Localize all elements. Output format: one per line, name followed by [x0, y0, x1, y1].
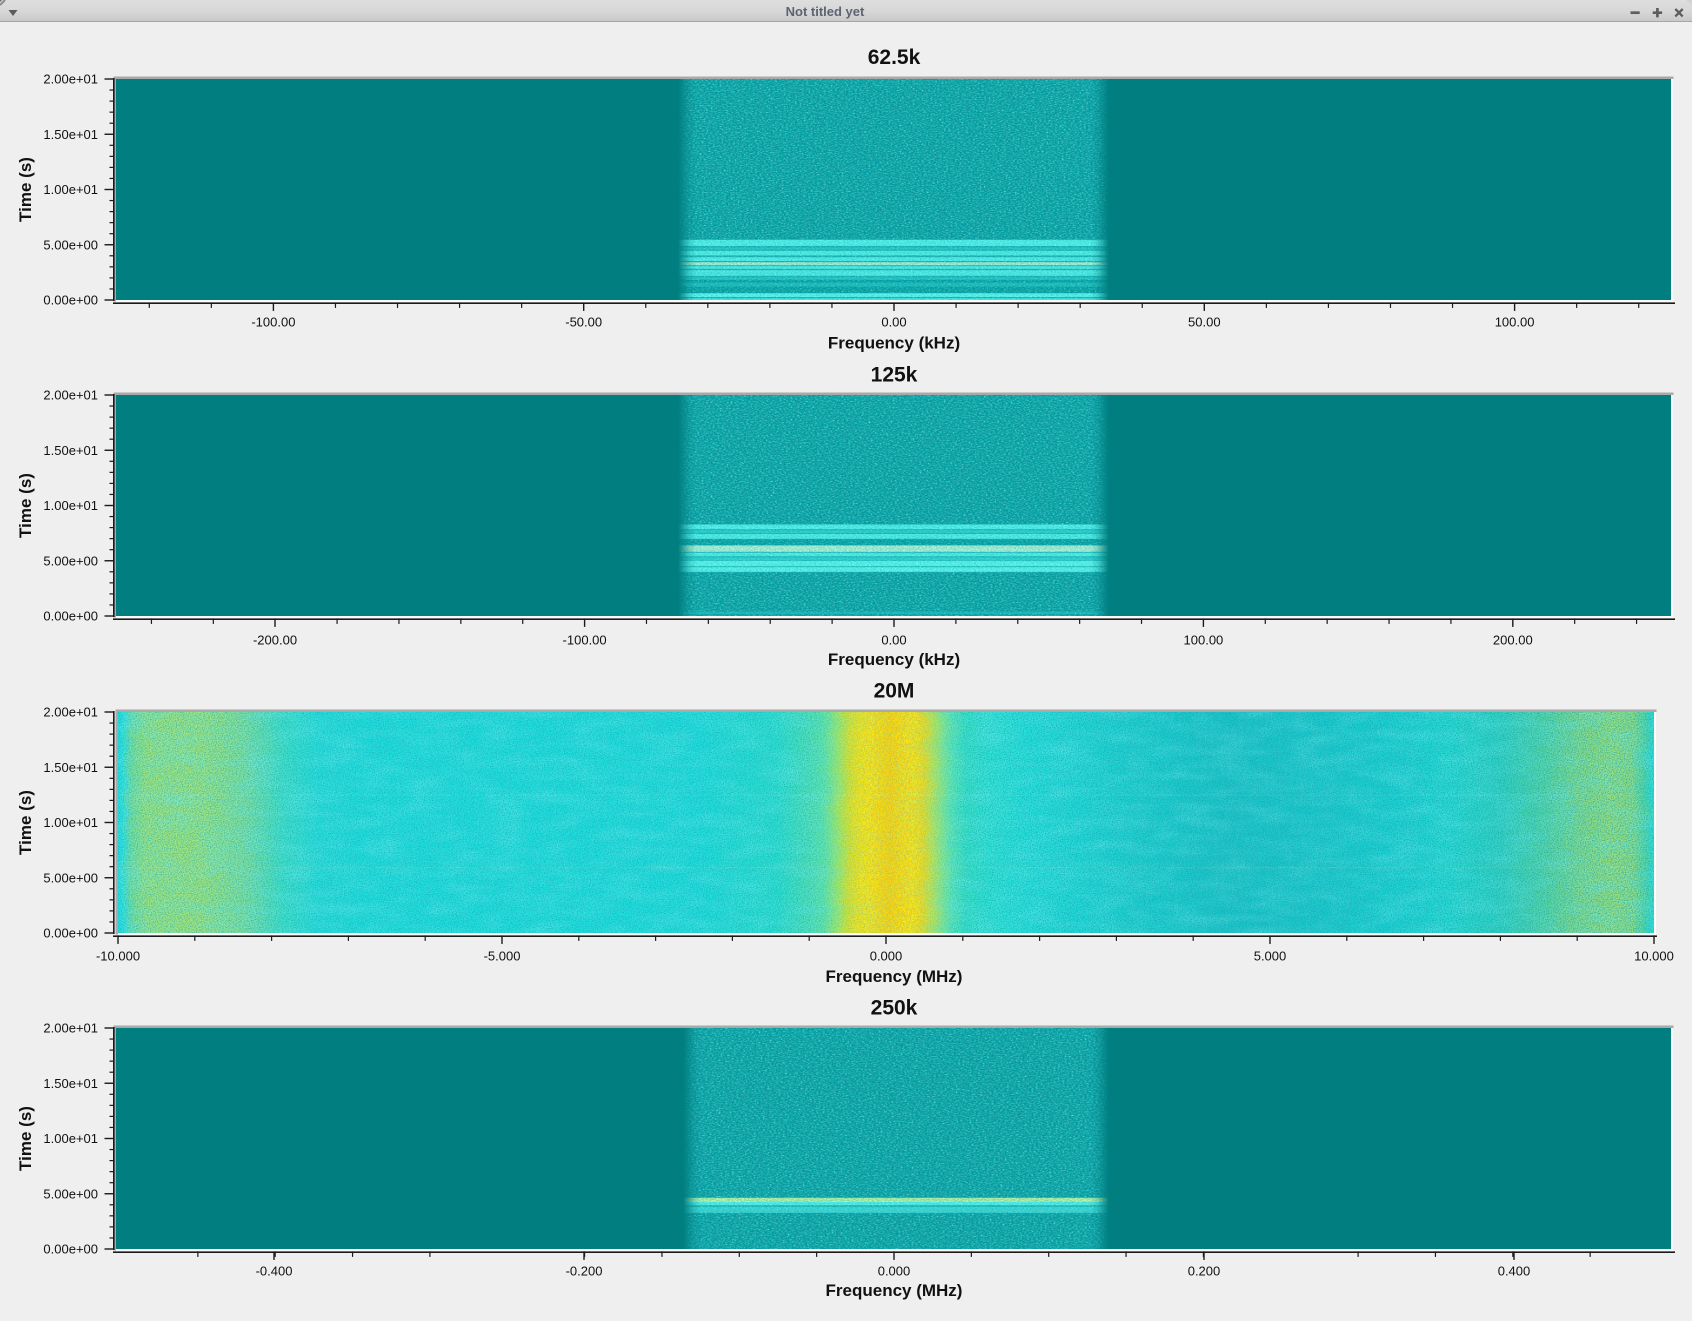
- svg-text:200.00: 200.00: [1493, 633, 1533, 648]
- svg-text:1.00e+01: 1.00e+01: [43, 182, 98, 197]
- svg-text:0.00e+00: 0.00e+00: [43, 293, 98, 308]
- svg-text:5.00e+00: 5.00e+00: [43, 553, 98, 568]
- svg-text:0.400: 0.400: [1498, 1264, 1531, 1279]
- svg-text:62.5k: 62.5k: [868, 46, 921, 69]
- svg-text:0.000: 0.000: [878, 1264, 911, 1279]
- svg-text:100.00: 100.00: [1184, 633, 1224, 648]
- svg-text:-200.00: -200.00: [253, 633, 297, 648]
- svg-text:2.00e+01: 2.00e+01: [43, 388, 98, 403]
- svg-text:2.00e+01: 2.00e+01: [43, 1021, 98, 1036]
- svg-text:5.00e+00: 5.00e+00: [43, 870, 98, 885]
- svg-text:1.50e+01: 1.50e+01: [43, 1076, 98, 1091]
- svg-text:1.00e+01: 1.00e+01: [43, 815, 98, 830]
- svg-text:5.00e+00: 5.00e+00: [43, 237, 98, 252]
- svg-text:1.50e+01: 1.50e+01: [43, 760, 98, 775]
- svg-text:-10.000: -10.000: [96, 949, 140, 964]
- svg-text:100.00: 100.00: [1495, 315, 1535, 330]
- svg-text:-100.00: -100.00: [251, 315, 295, 330]
- svg-text:2.00e+01: 2.00e+01: [43, 72, 98, 87]
- svg-text:0.200: 0.200: [1188, 1264, 1221, 1279]
- svg-text:1.00e+01: 1.00e+01: [43, 498, 98, 513]
- svg-text:0.00e+00: 0.00e+00: [43, 609, 98, 624]
- svg-text:Frequency (kHz): Frequency (kHz): [828, 334, 960, 353]
- svg-text:10.000: 10.000: [1634, 949, 1674, 964]
- svg-text:5.00e+00: 5.00e+00: [43, 1186, 98, 1201]
- svg-text:Time (s): Time (s): [16, 157, 35, 222]
- svg-text:Frequency (MHz): Frequency (MHz): [826, 1281, 963, 1300]
- svg-text:-5.000: -5.000: [484, 949, 521, 964]
- svg-text:Time (s): Time (s): [16, 473, 35, 538]
- svg-text:2.00e+01: 2.00e+01: [43, 705, 98, 720]
- svg-text:20M: 20M: [874, 680, 915, 703]
- svg-text:0.000: 0.000: [870, 949, 903, 964]
- svg-text:1.50e+01: 1.50e+01: [43, 443, 98, 458]
- svg-text:-0.400: -0.400: [256, 1264, 293, 1279]
- svg-text:250k: 250k: [871, 997, 918, 1020]
- svg-text:Frequency (kHz): Frequency (kHz): [828, 650, 960, 669]
- svg-text:0.00: 0.00: [881, 633, 906, 648]
- svg-text:0.00: 0.00: [881, 315, 906, 330]
- svg-text:125k: 125k: [871, 364, 918, 387]
- svg-text:0.00e+00: 0.00e+00: [43, 926, 98, 941]
- svg-text:5.000: 5.000: [1254, 949, 1287, 964]
- svg-text:-50.00: -50.00: [565, 315, 602, 330]
- svg-text:1.50e+01: 1.50e+01: [43, 127, 98, 142]
- svg-text:-0.200: -0.200: [566, 1264, 603, 1279]
- svg-text:Time (s): Time (s): [16, 1106, 35, 1171]
- svg-text:50.00: 50.00: [1188, 315, 1221, 330]
- svg-text:Frequency (MHz): Frequency (MHz): [826, 967, 963, 986]
- svg-text:-100.00: -100.00: [563, 633, 607, 648]
- svg-text:0.00e+00: 0.00e+00: [43, 1242, 98, 1257]
- svg-text:Time (s): Time (s): [16, 790, 35, 855]
- svg-text:1.00e+01: 1.00e+01: [43, 1131, 98, 1146]
